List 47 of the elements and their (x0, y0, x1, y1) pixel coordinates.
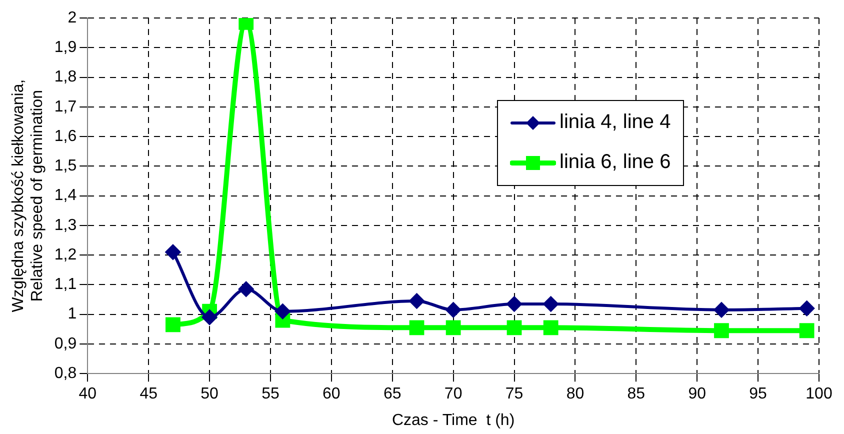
x-tick-label: 50 (200, 386, 219, 403)
y-tick-label: 1,1 (54, 276, 77, 294)
point (238, 282, 254, 297)
point (446, 302, 461, 318)
point (799, 323, 814, 338)
x-tick-label: 70 (444, 386, 462, 403)
y-tick-label: 1,4 (54, 187, 77, 204)
y-tick-label: 1,5 (54, 158, 77, 175)
x-tick-label: 55 (262, 386, 280, 403)
point (165, 244, 180, 260)
y-tick-label: 0,8 (54, 365, 77, 382)
point (275, 304, 290, 319)
x-tick-label: 90 (688, 386, 706, 403)
y-tick-label: 1,9 (54, 39, 77, 56)
y-tick-label: 1,3 (54, 216, 77, 234)
x-tick-label: 75 (505, 386, 524, 403)
point (543, 320, 558, 336)
x-axis-title: Czas - Time t (h) (392, 412, 515, 429)
x-tick-label: 100 (806, 386, 832, 403)
point (506, 320, 522, 336)
point (799, 300, 814, 316)
y-tick-label: 1,8 (54, 68, 77, 86)
point (714, 302, 729, 318)
y-axis-title: Względna szybkość kiełkowania, Relative speed of germination (10, 79, 46, 312)
x-tick-label: 80 (566, 386, 584, 403)
legend-label: linia 6, line 6 (560, 151, 671, 174)
legend-label: linia 4, line 4 (560, 111, 671, 134)
x-tick-label: 85 (627, 386, 646, 403)
y-tick-label: 1 (68, 306, 77, 323)
point (409, 294, 424, 308)
point (166, 317, 180, 332)
point (446, 320, 461, 336)
x-tick-label: 45 (140, 386, 158, 403)
point (409, 320, 424, 336)
y-tick-label: 1,7 (54, 98, 77, 116)
y-tick-label: 1,2 (54, 246, 77, 264)
point (506, 296, 522, 312)
x-tick-label: 40 (78, 386, 97, 403)
x-tick-label: 65 (383, 386, 402, 403)
point (202, 310, 218, 325)
y-tick-label: 1,6 (54, 128, 77, 145)
x-tick-label: 95 (749, 386, 768, 403)
point (543, 296, 558, 312)
y-tick-label: 2 (68, 9, 77, 26)
point (714, 323, 729, 338)
x-tick-label: 60 (322, 386, 340, 403)
y-tick-label: 0,9 (54, 335, 77, 352)
